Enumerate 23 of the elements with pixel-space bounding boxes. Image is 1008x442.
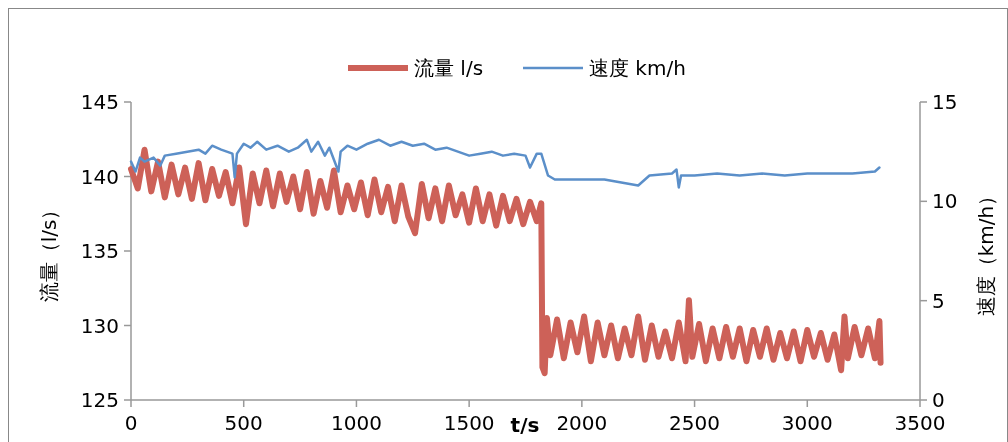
legend-label: 速度 km/h (589, 56, 686, 80)
x-tick-label: 3500 (894, 411, 946, 435)
x-tick-label: 0 (124, 411, 138, 435)
x-tick-label: 2500 (669, 411, 721, 435)
y-tick-label: 130 (80, 313, 119, 338)
x-tick-label: 3000 (781, 411, 833, 435)
x-tick-label: 1500 (443, 411, 495, 435)
x-tick-label: 2000 (556, 411, 608, 435)
y2-axis-title: 速度（km/h） (974, 185, 998, 317)
x-tick-label: 500 (224, 411, 263, 435)
x-axis-title: t/s (510, 413, 540, 437)
y-tick-label: 125 (80, 388, 119, 412)
y2-tick-label: 10 (932, 189, 958, 214)
y2-tick-label: 0 (932, 388, 945, 412)
y-axis-title: 流量（l/s） (37, 199, 61, 303)
x-tick-label: 1000 (330, 411, 382, 435)
legend-label: 流量 l/s (414, 56, 484, 80)
y-tick-label: 140 (80, 164, 119, 189)
y2-tick-label: 15 (932, 90, 958, 114)
y2-tick-label: 5 (932, 288, 945, 313)
line-series (129, 138, 881, 189)
y-tick-label: 135 (80, 239, 119, 263)
y-tick-label: 145 (80, 90, 119, 114)
